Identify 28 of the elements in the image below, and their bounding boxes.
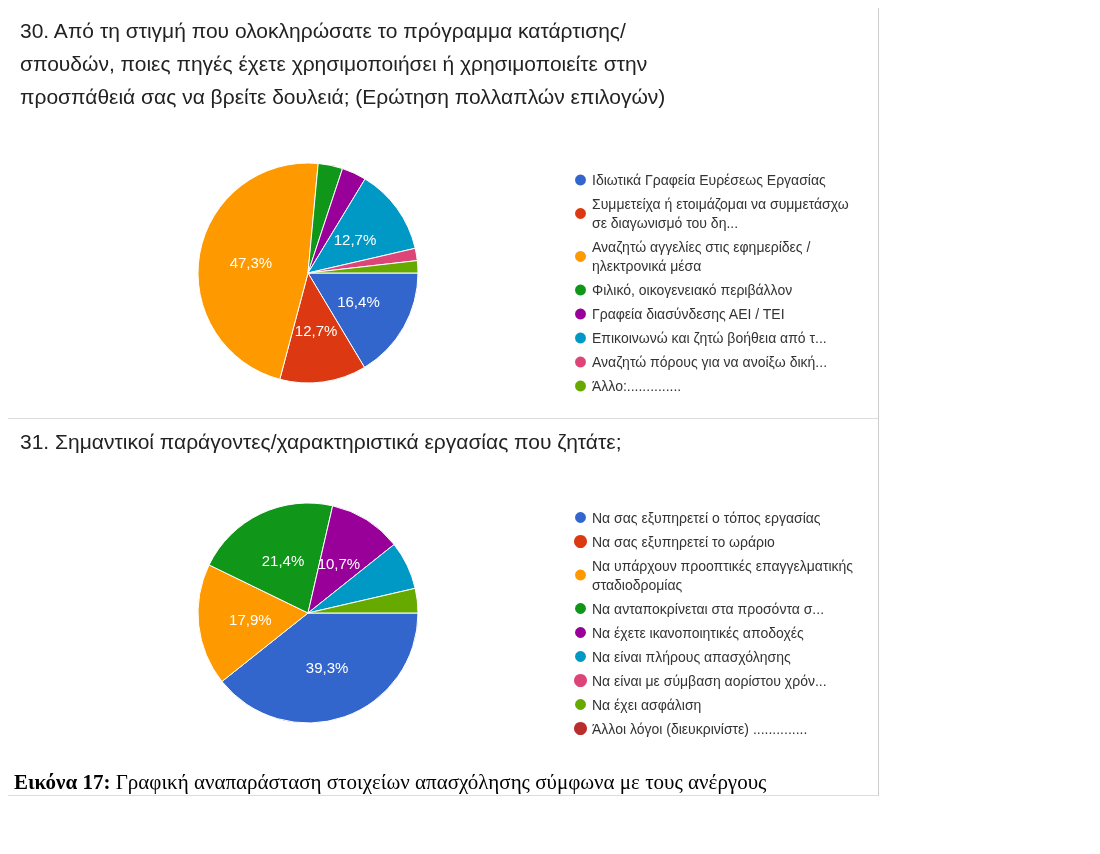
legend-label: Άλλο:.............. xyxy=(592,378,682,394)
legend-label: Να σας εξυπηρετεί το ωράριο xyxy=(592,533,776,550)
data-label: 12,7% xyxy=(333,230,377,248)
chart-title: 31. Σημαντικοί παράγοντες/χαρακτηριστικά εργασίας που ζητάτε; xyxy=(19,429,623,455)
legend-label: Να ανταποκρίνεται στα προσόντα σ... xyxy=(592,600,825,617)
legend-label: Φιλικό, οικογενειακό περιβάλλον xyxy=(592,282,793,298)
chart-title: 30. Από τη στιγμή που ολοκληρώσατε το πρόγραμμα κατάρτισης/ σπουδών, ποιες πηγές έχετε χρησιμοποιήσει ή χρησιμοποιείτε στην προσπάθειά σας να βρείτε δουλειά; (Ερώτηση πολλαπλών επιλογών) xyxy=(19,18,667,110)
legend-label: Να σας εξυπηρετεί ο τόπος εργασίας xyxy=(592,509,821,526)
legend-label: Γραφεία διασύνδεσης ΑΕΙ / ΤΕΙ xyxy=(592,306,785,322)
data-label: 39,3% xyxy=(305,659,349,677)
data-label: 12,7% xyxy=(294,321,338,339)
text: Εικόνα 17: Γραφική αναπαράσταση στοιχείων απασχόλησης σύμφωνα με τους ανέργους xyxy=(14,770,767,794)
data-label: 21,4% xyxy=(261,552,305,570)
data-label: 16,4% xyxy=(337,293,380,311)
legend-label: Αναζητώ αγγελίες στις εφημερίδες / ηλεκτρονικά μέσα xyxy=(592,239,811,274)
data-label: 10,7% xyxy=(317,555,361,573)
legend-label: Να είναι πλήρους απασχόλησης xyxy=(592,648,792,665)
legend-label: Να είναι με σύμβαση αορίστου χρόν... xyxy=(592,672,827,689)
legend-label: Επικοινωνώ και ζητώ βοήθεια από τ... xyxy=(592,330,827,346)
legend-label: Αναζητώ πόρους για να ανοίξω δική... xyxy=(592,354,828,370)
data-label: 47,3% xyxy=(229,254,273,272)
legend-label: Να έχετε ικανοποιητικές αποδοχές xyxy=(592,624,804,641)
data-label: 17,9% xyxy=(229,610,272,628)
legend-label: Να υπάρχουν προοπτικές επαγγελματικής σταδιοδρομίας xyxy=(592,557,854,593)
legend-label: Να έχει ασφάλιση xyxy=(592,696,702,713)
legend-label: Ιδιωτικά Γραφεία Ευρέσεως Εργασίας xyxy=(592,172,827,188)
legend-label: Συμμετείχα ή ετοιμάζομαι να συμμετάσχω σε διαγωνισμό του δη... xyxy=(592,196,849,231)
legend-label: Άλλοι λόγοι (διευκρινίστε) .............. xyxy=(592,720,808,737)
